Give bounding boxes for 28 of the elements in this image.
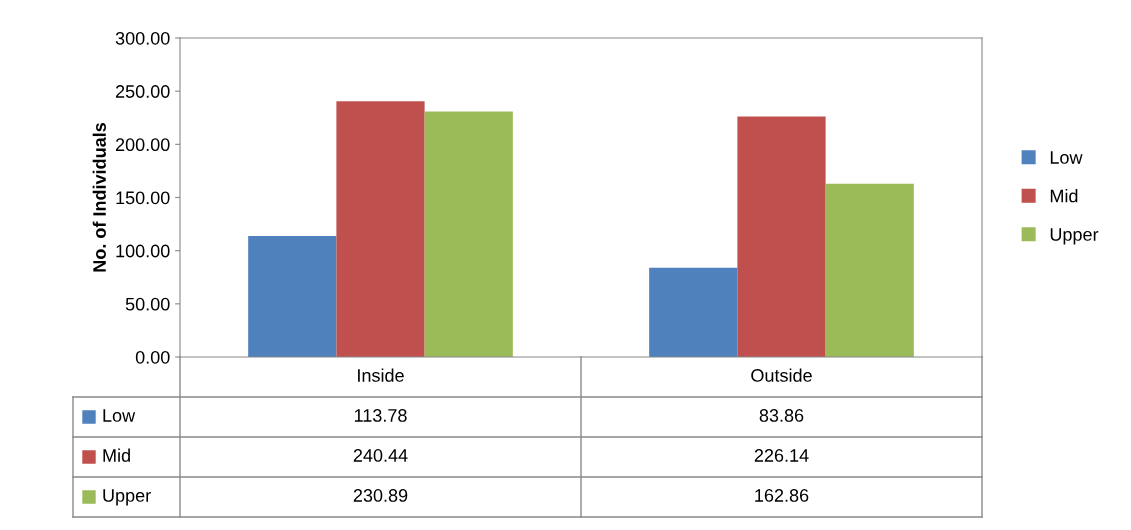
- y-tick-label: 250.00: [115, 85, 170, 98]
- y-tick-label: 0.00: [135, 350, 170, 364]
- y-tick-label: 50.00: [125, 297, 170, 311]
- y-axis-title: No. of Individuals: [92, 123, 106, 272]
- data-label: 226.14: [754, 449, 809, 462]
- bar: [737, 116, 826, 357]
- text: Mid: [103, 448, 130, 462]
- bar: [248, 236, 337, 357]
- legend-label: Low: [103, 409, 136, 422]
- y-tick-label: 200.00: [115, 138, 170, 152]
- data-label: 83.86: [759, 409, 804, 422]
- data-label: 162.86: [755, 489, 809, 502]
- data-label: 230.89: [353, 489, 408, 502]
- text: Low: [1050, 151, 1083, 164]
- y-tick-label: 100.00: [116, 244, 170, 258]
- y-tick-label: 300.00: [115, 31, 170, 45]
- data-label: 113.78: [354, 409, 407, 422]
- legend-label: Mid: [1050, 189, 1078, 203]
- text: Upper: [103, 489, 151, 506]
- bar: [336, 101, 425, 357]
- legend-label: Upper: [1050, 228, 1099, 245]
- bar: [424, 111, 513, 357]
- bar: [825, 183, 914, 357]
- x-tick-label: Outside: [751, 368, 812, 382]
- y-tick-label: 150.00: [116, 191, 170, 205]
- x-tick-label: Inside: [358, 368, 404, 382]
- data-label: 240.44: [353, 449, 408, 462]
- bar: [649, 267, 738, 357]
